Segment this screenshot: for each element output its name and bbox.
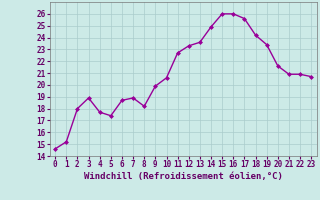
X-axis label: Windchill (Refroidissement éolien,°C): Windchill (Refroidissement éolien,°C) bbox=[84, 172, 283, 181]
